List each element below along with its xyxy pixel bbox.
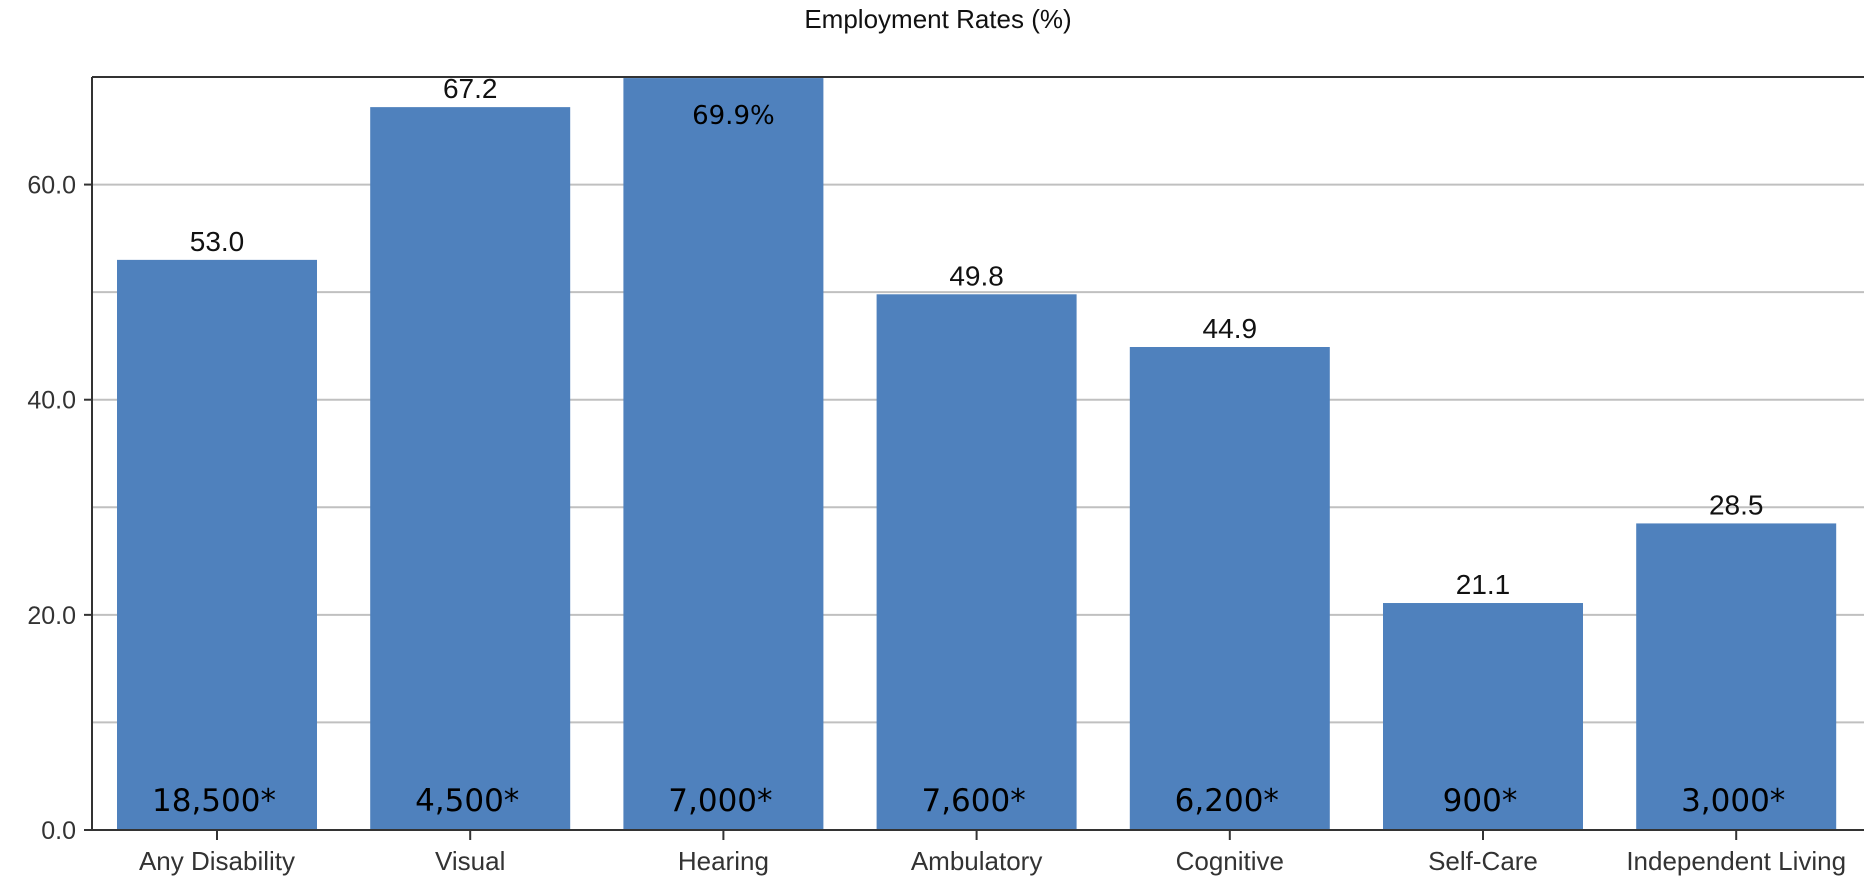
data-label: 49.8 bbox=[949, 260, 1004, 291]
data-label: 28.5 bbox=[1709, 489, 1764, 520]
bar-ambulatory bbox=[876, 294, 1077, 830]
x-tick-label: Ambulatory bbox=[911, 846, 1043, 876]
y-tick-label: 20.0 bbox=[27, 602, 76, 630]
data-label: 21.1 bbox=[1456, 569, 1511, 600]
count-label: 7,600* bbox=[921, 783, 1025, 819]
chart-title: Employment Rates (%) bbox=[804, 4, 1071, 34]
count-label: 7,000* bbox=[668, 783, 772, 819]
x-tick-label: Self-Care bbox=[1428, 846, 1538, 876]
y-tick-label: 40.0 bbox=[27, 387, 76, 415]
x-tick-label: Any Disability bbox=[139, 846, 295, 876]
count-label: 900* bbox=[1443, 783, 1518, 819]
x-tick-label: Independent Living bbox=[1626, 846, 1846, 876]
count-label: 18,500* bbox=[152, 783, 276, 819]
data-label: 67.2 bbox=[443, 73, 498, 104]
y-tick-label: 0.0 bbox=[41, 817, 76, 845]
x-tick-label: Cognitive bbox=[1176, 846, 1284, 876]
data-label: 44.9 bbox=[1203, 313, 1258, 344]
axes bbox=[84, 76, 1864, 840]
bar-hearing bbox=[623, 78, 824, 831]
bar-independent-living bbox=[1636, 523, 1837, 830]
bar-visual bbox=[370, 107, 571, 831]
count-label: 3,000* bbox=[1681, 783, 1785, 819]
count-label: 6,200* bbox=[1175, 783, 1279, 819]
x-tick-label: Visual bbox=[435, 846, 505, 876]
bar-self-care bbox=[1383, 603, 1583, 830]
bars bbox=[117, 78, 1837, 831]
bar-any-disability bbox=[117, 259, 317, 830]
count-label: 4,500* bbox=[415, 783, 519, 819]
data-label: 69.9% bbox=[692, 101, 775, 131]
labels: 0.0 20.0 40.0 60.0 Any Disability 53.0 18,500*… bbox=[27, 73, 1846, 876]
y-tick-label: 60.0 bbox=[27, 172, 76, 200]
bar-cognitive bbox=[1129, 347, 1330, 830]
x-tick-label: Hearing bbox=[678, 846, 769, 876]
data-label: 53.0 bbox=[190, 226, 245, 257]
